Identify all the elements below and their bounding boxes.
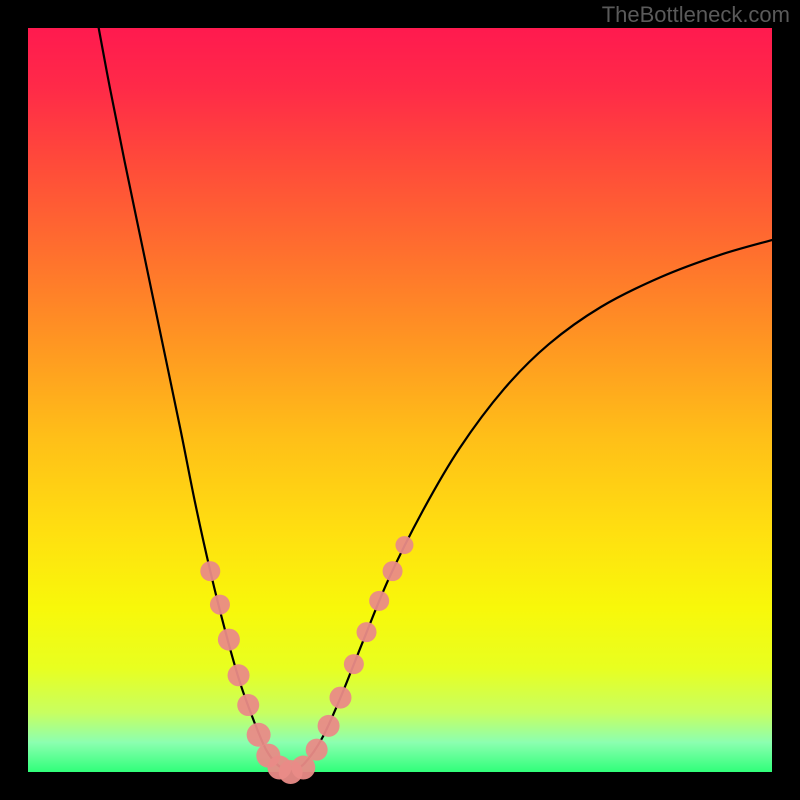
data-dot: [329, 687, 351, 709]
data-dot: [318, 715, 340, 737]
chart-frame: TheBottleneck.com: [0, 0, 800, 800]
data-dot: [369, 591, 389, 611]
watermark-text: TheBottleneck.com: [602, 2, 790, 28]
plot-area: [28, 28, 772, 772]
gradient-background: [28, 28, 772, 772]
data-dot: [344, 654, 364, 674]
data-dot: [228, 664, 250, 686]
data-dot: [200, 561, 220, 581]
data-dot: [210, 595, 230, 615]
data-dot: [237, 694, 259, 716]
data-dot: [247, 723, 271, 747]
data-dot: [357, 622, 377, 642]
data-dot: [306, 739, 328, 761]
data-dot: [395, 536, 413, 554]
data-dot: [218, 629, 240, 651]
data-dot: [383, 561, 403, 581]
chart-svg: [28, 28, 772, 772]
